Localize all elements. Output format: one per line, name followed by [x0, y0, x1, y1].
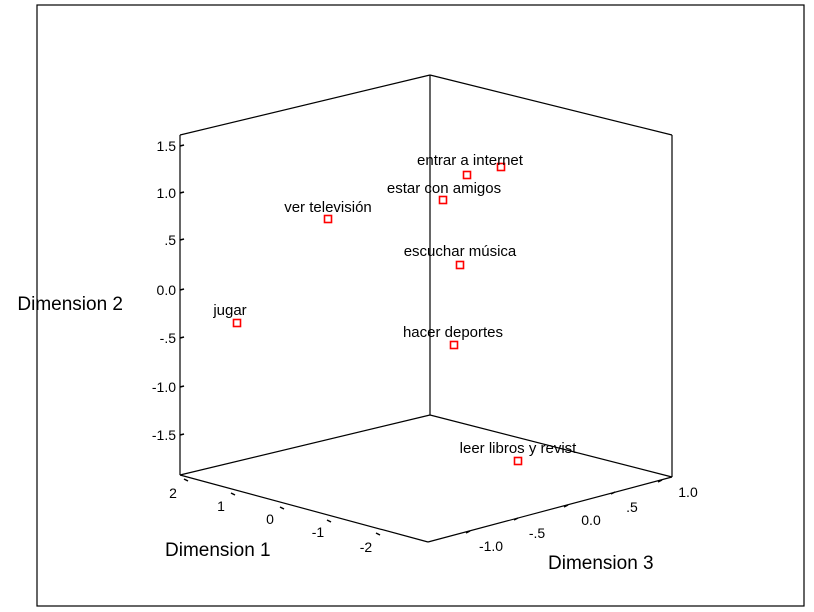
- chart-frame: [36, 4, 805, 607]
- z-tick-label: -.5: [529, 525, 546, 541]
- x-tick-mark: [375, 532, 381, 536]
- z-tick-label: 1.0: [678, 484, 698, 500]
- point-label: ver televisión: [284, 199, 372, 216]
- y-tick-label: 0.0: [157, 282, 177, 298]
- y-tick-mark: [179, 191, 185, 194]
- z-tick-label: .5: [626, 499, 638, 515]
- box-back-edges: [179, 74, 673, 478]
- x-axis-label: Dimension 1: [165, 540, 271, 561]
- y-axis-label: Dimension 2: [17, 294, 123, 315]
- point-label: entrar a internet: [417, 152, 524, 169]
- x-tick-label: 0: [266, 511, 274, 527]
- point-label: escuchar música: [404, 243, 517, 260]
- x-tick-mark: [183, 478, 189, 482]
- z-tick-mark: [657, 479, 663, 483]
- y-tick-label: -.5: [160, 330, 177, 346]
- y-tick-mark: [179, 336, 185, 339]
- point-label: estar con amigos: [387, 180, 501, 197]
- x-axis-ticks: 2 1 0 -1 -2: [169, 478, 381, 555]
- point-marker: [323, 214, 333, 224]
- y-tick-label: .5: [164, 232, 176, 248]
- x-tick-mark: [279, 506, 285, 510]
- z-tick-mark: [465, 530, 471, 534]
- z-axis-ticks: -1.0 -.5 0.0 .5 1.0: [465, 479, 698, 554]
- x-tick-label: -2: [360, 539, 373, 555]
- point-marker: [455, 260, 465, 270]
- data-points: entrar a internet estar con amigos ver tel…: [212, 152, 578, 466]
- y-tick-mark: [179, 433, 185, 436]
- z-tick-label: 0.0: [581, 512, 601, 528]
- z-tick-mark: [513, 517, 519, 521]
- z-tick-label: -1.0: [479, 538, 503, 554]
- x-tick-mark: [230, 492, 236, 496]
- x-tick-label: -1: [312, 524, 325, 540]
- z-axis-label: Dimension 3: [548, 553, 654, 574]
- x-tick-label: 1: [217, 498, 225, 514]
- point-marker: [496, 162, 506, 172]
- y-tick-label: 1.0: [157, 185, 177, 201]
- x-tick-label: 2: [169, 485, 177, 501]
- y-tick-mark: [179, 238, 185, 241]
- y-tick-mark: [179, 288, 185, 291]
- y-tick-mark: [179, 385, 185, 388]
- point-marker: [462, 170, 472, 180]
- y-tick-label: 1.5: [157, 138, 177, 154]
- z-tick-mark: [610, 491, 616, 495]
- point-label: leer libros y revist: [460, 440, 578, 457]
- y-tick-label: -1.0: [152, 379, 176, 395]
- point-marker: [449, 340, 459, 350]
- point-marker: [232, 318, 242, 328]
- x-tick-mark: [326, 519, 332, 523]
- y-axis-ticks: 1.5 1.0 .5 0.0 -.5 -1.0 -1.5: [152, 138, 185, 443]
- point-label: jugar: [212, 302, 246, 319]
- point-label: hacer deportes: [403, 324, 503, 341]
- z-tick-mark: [563, 504, 569, 508]
- y-tick-mark: [179, 144, 185, 147]
- point-marker: [513, 456, 523, 466]
- point-marker: [438, 195, 448, 205]
- box-front-edges: [179, 474, 673, 543]
- y-tick-label: -1.5: [152, 427, 176, 443]
